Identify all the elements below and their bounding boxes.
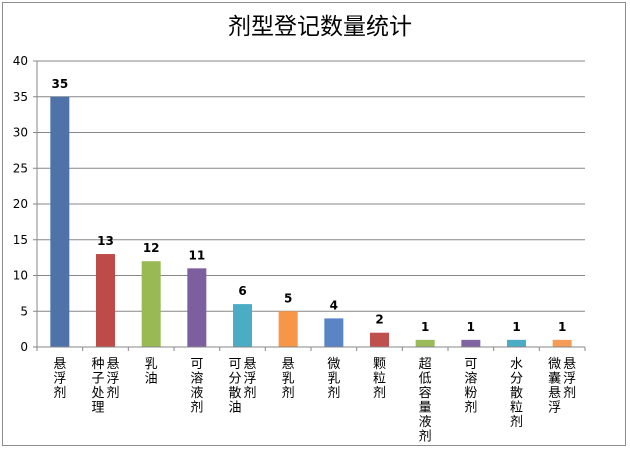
x-axis-labels: 悬浮剂种子处理悬浮剂乳油可溶液剂可分散油悬浮剂悬乳剂微乳剂颗粒剂超低容量液剂可溶…	[53, 357, 576, 445]
bar	[50, 96, 70, 347]
bar-data-label: 11	[188, 248, 205, 262]
bar	[415, 339, 435, 347]
bar-data-label: 13	[97, 234, 114, 248]
bar-data-label: 35	[51, 77, 68, 91]
x-tick-label: 可溶粉剂	[464, 357, 477, 416]
x-tick-label: 可分散油	[228, 357, 241, 416]
chart-title: 剂型登记数量统计	[228, 14, 412, 40]
bar-data-label: 1	[467, 320, 475, 334]
x-tick-label: 种子处理	[91, 357, 104, 416]
y-tick-label: 10	[13, 269, 28, 283]
x-tick-label: 乳油	[145, 357, 158, 387]
bar	[96, 254, 115, 347]
gridlines	[37, 60, 585, 312]
x-tick-label: 悬浮剂	[106, 357, 119, 401]
bar	[324, 318, 344, 347]
x-tick-label: 悬浮剂	[243, 357, 256, 401]
x-tick-label: 颗粒剂	[373, 357, 386, 401]
bar-data-label: 5	[284, 291, 292, 305]
bar	[370, 332, 389, 347]
x-tick-label: 悬浮剂	[563, 357, 576, 401]
y-tick-label: 30	[13, 126, 28, 140]
x-tick-label: 可溶液剂	[190, 357, 203, 416]
bar	[278, 311, 298, 347]
bar	[187, 268, 207, 347]
x-tick-label: 微囊悬浮	[548, 357, 561, 416]
y-tick-label: 20	[13, 197, 28, 211]
bar	[507, 339, 526, 347]
chart-frame	[2, 2, 626, 446]
y-tick-label: 15	[13, 233, 28, 247]
bar-data-label: 4	[330, 298, 338, 312]
bar	[141, 261, 161, 347]
y-tick-label: 25	[13, 161, 28, 175]
y-axis-ticks: 0 5 10 15 20 25 30 35 40	[13, 54, 37, 354]
y-tick-label: 40	[13, 54, 28, 68]
y-tick-label: 0	[20, 340, 28, 354]
bar-data-label: 12	[143, 241, 160, 255]
bars	[50, 96, 572, 347]
bar-data-label: 6	[238, 284, 246, 298]
x-tick-label: 水分散粒剂	[510, 357, 523, 430]
bar	[552, 339, 572, 347]
y-tick-label: 35	[13, 90, 28, 104]
x-tick-label: 悬乳剂	[282, 357, 295, 401]
axes	[33, 61, 586, 351]
x-tick-label: 悬浮剂	[53, 357, 66, 401]
y-tick-label: 5	[20, 304, 28, 318]
x-tick-label: 微乳剂	[327, 357, 340, 401]
bar	[233, 304, 252, 347]
bar-data-label: 1	[558, 320, 566, 334]
bar-data-label: 1	[512, 320, 520, 334]
bar-data-label: 2	[375, 313, 383, 327]
bar	[461, 339, 481, 347]
x-tick-label: 超低容量液剂	[419, 357, 432, 445]
bar-data-label: 1	[421, 320, 429, 334]
